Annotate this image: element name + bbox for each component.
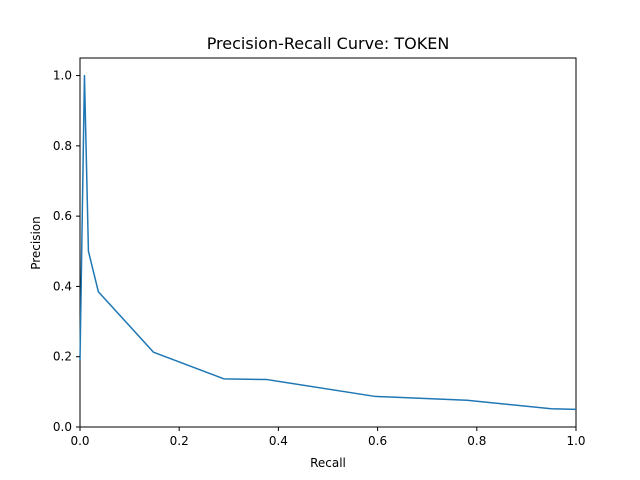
y-tick-label: 0.6 <box>53 209 72 223</box>
x-axis: 0.0 0.2 0.4 0.6 0.8 1.0 <box>70 427 586 448</box>
y-tick-label: 0.4 <box>53 279 72 293</box>
y-axis-label: Precision <box>29 216 43 270</box>
y-tick-label: 1.0 <box>53 69 72 83</box>
plot-frame <box>79 57 577 428</box>
chart-title: Precision-Recall Curve: TOKEN <box>207 34 450 53</box>
x-tick-label: 0.2 <box>170 434 189 448</box>
x-tick-label: 0.8 <box>467 434 486 448</box>
x-axis-label: Recall <box>310 456 346 470</box>
series-line <box>79 74 577 411</box>
x-tick-label: 0.4 <box>269 434 288 448</box>
x-tick-label: 0.0 <box>70 434 89 448</box>
plot-area <box>79 57 577 428</box>
x-tick-label: 1.0 <box>566 434 585 448</box>
y-tick-label: 0.8 <box>53 139 72 153</box>
y-tick-label: 0.2 <box>53 350 72 364</box>
x-tick-label: 0.6 <box>368 434 387 448</box>
y-tick-label: 0.0 <box>53 420 72 434</box>
y-axis: 0.0 0.2 0.4 0.6 0.8 1.0 <box>53 69 80 434</box>
